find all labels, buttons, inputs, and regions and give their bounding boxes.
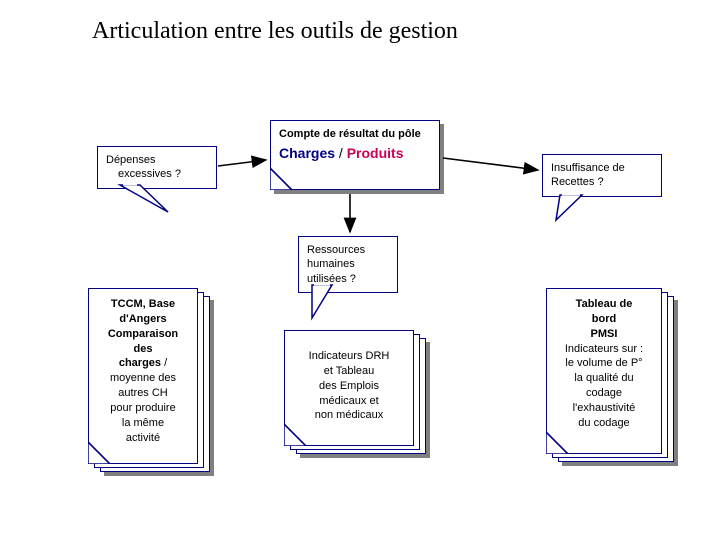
depenses-callout-tail <box>120 185 168 212</box>
ressources-callout: Ressources humaines utilisées ? <box>298 236 398 293</box>
tab-l5: le volume de P° <box>555 356 653 371</box>
ind-l1: Indicateurs DRH <box>293 349 405 364</box>
page-title: Articulation entre les outils de gestion <box>92 18 458 45</box>
tccm-l4: des <box>97 342 189 357</box>
tab-l6: la qualité du <box>555 371 653 386</box>
tab-l3: PMSI <box>555 327 653 342</box>
arrow-compte-to-insuffisance <box>443 158 538 170</box>
tccm-l7: autres CH <box>97 386 189 401</box>
fold-corner-icon <box>284 424 306 446</box>
tab-l1: Tableau de <box>555 297 653 312</box>
ind-l3: des Emplois <box>293 379 405 394</box>
tccm-l8: pour produire <box>97 401 189 416</box>
tableau-doc-stack: Tableau de bord PMSI Indicateurs sur : l… <box>546 288 680 470</box>
fold-corner-icon <box>270 168 292 190</box>
tccm-l2: d'Angers <box>97 312 189 327</box>
tccm-doc-stack: TCCM, Base d'Angers Comparaison des char… <box>88 288 216 478</box>
ressources-l1: Ressources <box>307 243 389 257</box>
tab-l7: codage <box>555 386 653 401</box>
depenses-callout: Dépenses excessives ? <box>97 146 217 189</box>
tab-l4: Indicateurs sur : <box>555 342 653 357</box>
arrow-depenses-to-compte <box>218 160 266 166</box>
insuffisance-callout-tail <box>556 195 582 220</box>
ind-l4: médicaux et <box>293 394 405 409</box>
tab-l8: l'exhaustivité <box>555 401 653 416</box>
tccm-l3: Comparaison <box>97 327 189 342</box>
tccm-l9: la même <box>97 416 189 431</box>
depenses-line1: Dépenses <box>106 153 208 167</box>
produits-word: Produits <box>347 145 404 161</box>
fold-corner-icon <box>88 442 110 464</box>
ind-l5: non médicaux <box>293 408 405 423</box>
indicateurs-doc-stack: Indicateurs DRH et Tableau des Emplois m… <box>284 330 432 462</box>
insuffisance-callout: Insuffisance de Recettes ? <box>542 154 662 197</box>
compte-slash: / <box>335 145 347 161</box>
charges-word: Charges <box>279 145 335 161</box>
insuffisance-line2: Recettes ? <box>551 175 653 189</box>
ressources-l2: humaines <box>307 257 389 271</box>
compte-resultat-doc: Compte de résultat du pôle Charges / Pro… <box>270 120 440 190</box>
depenses-line2: excessives ? <box>106 167 208 181</box>
tccm-l10: activité <box>97 431 189 446</box>
tccm-l1: TCCM, Base <box>97 297 189 312</box>
tab-l9: du codage <box>555 416 653 431</box>
tccm-l6: moyenne des <box>97 371 189 386</box>
compte-header: Compte de résultat du pôle <box>279 127 431 142</box>
tccm-l5: charges / <box>97 356 189 371</box>
fold-corner-icon <box>546 432 568 454</box>
ressources-l3: utilisées ? <box>307 272 389 286</box>
tab-l2: bord <box>555 312 653 327</box>
compte-body: Charges / Produits <box>279 144 431 163</box>
insuffisance-line1: Insuffisance de <box>551 161 653 175</box>
ind-l2: et Tableau <box>293 364 405 379</box>
